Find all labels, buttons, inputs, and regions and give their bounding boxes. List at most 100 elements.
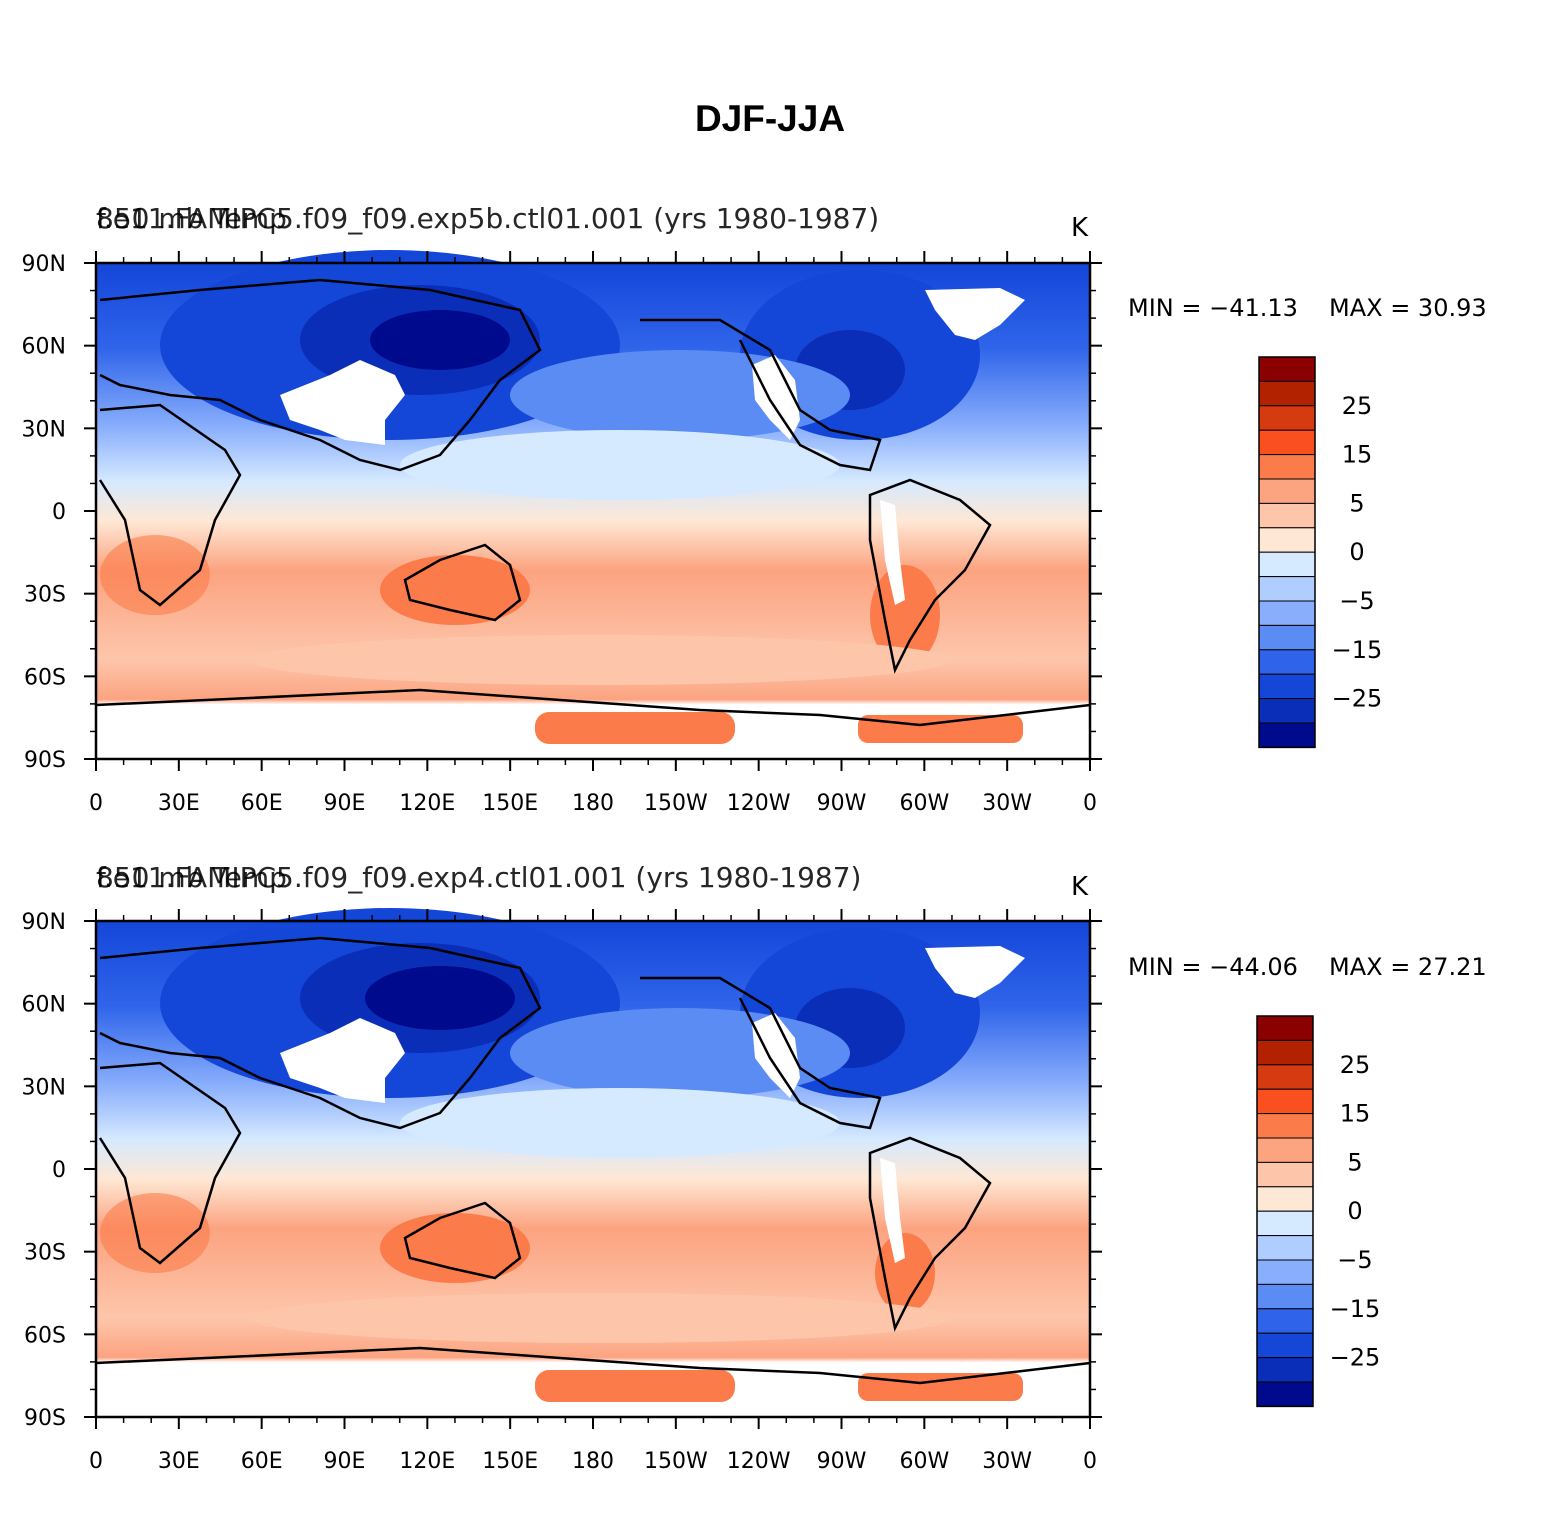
panel-2-mask-rockies xyxy=(752,1013,800,1098)
panel-2-coast-africa xyxy=(98,1061,242,1265)
panel-2-colorbar-swatch xyxy=(1256,1332,1314,1359)
panel-2-colorbar-swatch xyxy=(1256,1064,1314,1090)
panel-2-coastlines xyxy=(95,936,1091,1385)
panel-1-y-tick-label: 90N xyxy=(22,252,66,277)
panel-1-x-tick-label: 120E xyxy=(399,791,455,816)
panel-2-colorbar-swatch xyxy=(1256,1137,1314,1163)
panel-1-coast-antarctica xyxy=(95,688,1091,727)
panel-1-mask-andes xyxy=(880,500,905,605)
panel-1-map xyxy=(94,250,1092,761)
panel-1-region-antarctic-b xyxy=(858,715,1023,743)
panel-2-colorbar-swatch xyxy=(1256,1039,1314,1066)
panel-1: 850 mb Temp f.e11.FAMIPC5.f09_f09.exp5b.… xyxy=(22,202,1487,816)
panel-1-colorbar-label: 0 xyxy=(1349,538,1364,566)
panel-2-coast-samerica xyxy=(868,1136,992,1332)
panel-1-colorbar-swatch xyxy=(1258,527,1316,553)
panel-1-x-tick-label: 0 xyxy=(89,791,103,816)
panel-2-colorbar-label: 25 xyxy=(1340,1051,1371,1079)
panel-2-axes: 0 30E 60E 90E 120E 150E 180 150W 120W 90W 60W 30W 09… xyxy=(22,909,1102,1474)
panel-1-axes: 0 30E 60E 90E 120E 150E 180 150W 120W 90W 60W 30W 09… xyxy=(22,251,1102,816)
panel-1-region-australia xyxy=(380,555,530,625)
panel-1-x-tick-label: 180 xyxy=(572,791,614,816)
panel-1-x-tick-label: 90E xyxy=(324,791,366,816)
panel-1-colorbar-swatch xyxy=(1258,722,1316,748)
panel-2-coast-australia xyxy=(403,1201,522,1280)
panel-2-x-tick-label: 60W xyxy=(899,1449,949,1474)
panel-2-x-tick-label: 90W xyxy=(817,1449,867,1474)
panel-1-colorbar-swatch xyxy=(1258,698,1316,724)
panel-2-title-left: 850 mb Temp xyxy=(96,861,287,894)
panel-1-colorbar-label: −15 xyxy=(1332,636,1383,664)
panel-1-colorbar-swatch xyxy=(1258,673,1316,700)
panel-1-colorbar-frame xyxy=(1258,356,1316,749)
panel-2-colorbar-swatch xyxy=(1256,1113,1314,1139)
panel-1-region-npacific xyxy=(510,350,850,440)
panel-2-colorbar-label: −25 xyxy=(1330,1344,1381,1372)
panel-1-coast-eurasia xyxy=(99,278,542,472)
panel-2-colorbar-frame xyxy=(1256,1015,1314,1408)
panel-2-colorbar-swatch xyxy=(1256,1210,1314,1237)
panel-1-x-tick-label: 60W xyxy=(899,791,949,816)
panel-2-units: K xyxy=(1071,872,1089,902)
panel-1-max-label: MAX = 30.93 xyxy=(1329,294,1487,322)
panel-1-colorbar-swatch xyxy=(1258,356,1316,382)
panel-2-x-tick-label: 90E xyxy=(324,1449,366,1474)
panel-1-x-tick-label: 150E xyxy=(482,791,538,816)
panel-2-y-tick-label: 30S xyxy=(24,1241,66,1266)
panel-2-region-samerica xyxy=(875,1233,935,1313)
panel-2-y-tick-label: 0 xyxy=(52,1158,66,1183)
panel-1-colorbar-label: 15 xyxy=(1342,441,1373,469)
panel-1-y-tick-label: 90S xyxy=(24,748,66,773)
panel-1-mask-rockies xyxy=(752,355,800,440)
panel-1-x-tick-label: 30E xyxy=(158,791,200,816)
panel-2-colorbar-label: −5 xyxy=(1337,1246,1372,1274)
panel-2-mask-tibet xyxy=(280,1018,405,1103)
panel-1-region-s-ocean xyxy=(250,635,950,685)
panel-2-colorbar-swatch xyxy=(1256,1259,1314,1285)
panel-1-y-tick-label: 60S xyxy=(24,665,66,690)
panel-2-x-tick-label: 0 xyxy=(89,1449,103,1474)
panel-2-region-australia xyxy=(380,1213,530,1283)
panel-1-x-tick-label: 90W xyxy=(817,791,867,816)
panel-1-x-tick-label: 120W xyxy=(727,791,791,816)
panel-1-coast-africa xyxy=(98,403,242,607)
panel-2-x-tick-label: 30E xyxy=(158,1449,200,1474)
panel-1-mask-tibet xyxy=(280,360,405,445)
panel-1-y-tick-label: 0 xyxy=(52,500,66,525)
panel-2-region-siberia-core xyxy=(365,966,515,1030)
panel-2-colorbar-label: −15 xyxy=(1330,1295,1381,1323)
panel-1-colorbar-label: −25 xyxy=(1332,685,1383,713)
panel-2-map xyxy=(94,908,1092,1419)
panel-1-colorbar-swatch xyxy=(1258,624,1316,651)
panel-2-coast-namerica xyxy=(640,976,882,1130)
panel-2-region-antarctic-b xyxy=(858,1373,1023,1401)
panel-1-coast-samerica xyxy=(868,478,992,674)
panel-2-x-tick-label: 150W xyxy=(644,1449,708,1474)
panel-2-colorbar-swatch xyxy=(1256,1161,1314,1188)
panel-1-colorbar-swatch xyxy=(1258,502,1316,529)
panel-1-title-left: 850 mb Temp xyxy=(96,202,287,235)
panel-2-title-center: f.e11.FAMIPC5.f09_f09.exp4.ctl01.001 (yr… xyxy=(96,861,861,894)
panel-2-y-tick-label: 90N xyxy=(22,910,66,935)
panel-2-coast-eurasia xyxy=(99,936,542,1130)
panel-1-x-tick-label: 150W xyxy=(644,791,708,816)
panel-2-y-tick-label: 60S xyxy=(24,1323,66,1348)
panel-2-colorbar-label: 0 xyxy=(1347,1197,1362,1225)
panel-1-coastlines xyxy=(95,278,1091,727)
panel-2-y-tick-label: 60N xyxy=(22,993,66,1018)
panel-1-mask-greenland xyxy=(925,288,1025,340)
panel-2-x-tick-label: 150E xyxy=(482,1449,538,1474)
panel-1-colorbar-swatch xyxy=(1258,405,1316,431)
panel-2-region-s-ocean xyxy=(250,1293,950,1343)
panel-2-colorbar-swatch xyxy=(1256,1381,1314,1407)
panel-2-x-tick-label: 120W xyxy=(727,1449,791,1474)
panel-1-x-tick-label: 30W xyxy=(982,791,1032,816)
panel-2-colorbar-swatch xyxy=(1256,1235,1314,1261)
panel-1-min-label: MIN = −41.13 xyxy=(1128,294,1298,322)
panel-1-colorbar-label: 5 xyxy=(1349,489,1364,517)
panel-2-y-tick-label: 30N xyxy=(22,1075,66,1100)
panel-1-colorbar: 25 15 5 0 −5 −15 −25 xyxy=(1258,356,1383,749)
panel-2: 850 mb Temp f.e11.FAMIPC5.f09_f09.exp4.c… xyxy=(22,861,1487,1474)
panel-2-mask-greenland xyxy=(925,946,1025,998)
panel-2-min-label: MIN = −44.06 xyxy=(1128,953,1298,981)
